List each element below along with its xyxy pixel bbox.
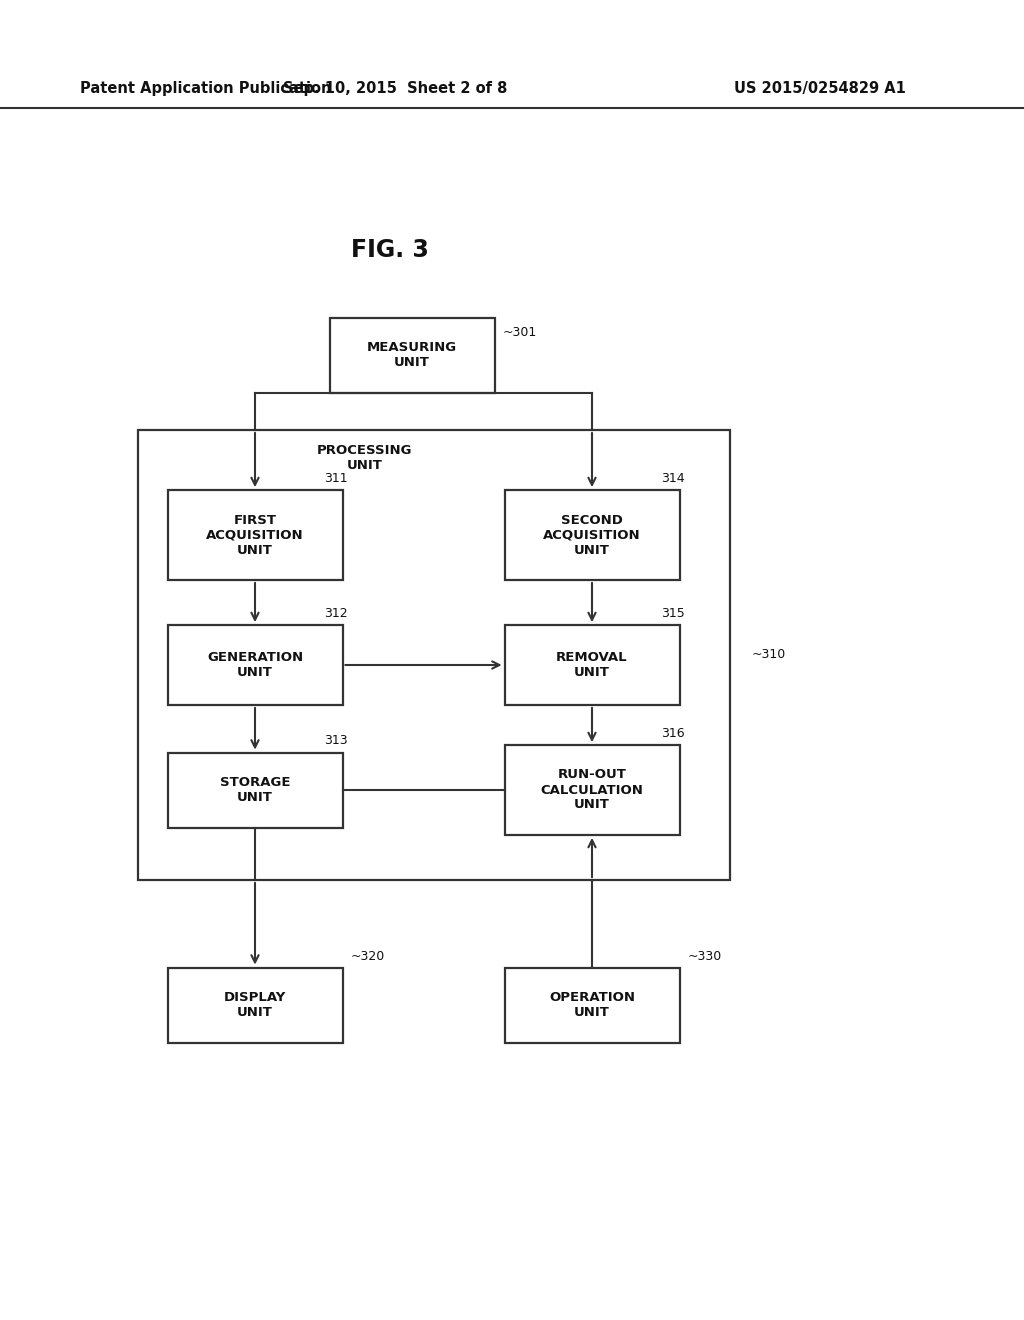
Bar <box>505 744 680 836</box>
Text: REMOVAL
UNIT: REMOVAL UNIT <box>556 651 628 678</box>
Bar <box>138 430 730 880</box>
Bar <box>168 968 342 1043</box>
Text: GENERATION
UNIT: GENERATION UNIT <box>207 651 303 678</box>
Bar <box>330 318 495 392</box>
Text: Sep. 10, 2015  Sheet 2 of 8: Sep. 10, 2015 Sheet 2 of 8 <box>283 81 507 95</box>
Text: FIRST
ACQUISITION
UNIT: FIRST ACQUISITION UNIT <box>206 513 304 557</box>
Text: US 2015/0254829 A1: US 2015/0254829 A1 <box>734 81 906 95</box>
Bar <box>168 490 342 579</box>
Text: 313: 313 <box>325 734 348 747</box>
Text: PROCESSING
UNIT: PROCESSING UNIT <box>316 444 413 473</box>
Text: FIG. 3: FIG. 3 <box>351 238 429 261</box>
Text: ~330: ~330 <box>687 949 722 962</box>
Text: 315: 315 <box>662 607 685 620</box>
Text: 312: 312 <box>325 607 348 620</box>
Text: 314: 314 <box>662 473 685 484</box>
Bar <box>505 624 680 705</box>
Bar <box>168 752 342 828</box>
Text: 311: 311 <box>325 473 348 484</box>
Text: SECOND
ACQUISITION
UNIT: SECOND ACQUISITION UNIT <box>543 513 641 557</box>
Text: ~320: ~320 <box>350 949 385 962</box>
Text: RUN-OUT
CALCULATION
UNIT: RUN-OUT CALCULATION UNIT <box>541 768 643 812</box>
Bar <box>505 490 680 579</box>
Text: DISPLAY
UNIT: DISPLAY UNIT <box>224 991 286 1019</box>
Text: ~310: ~310 <box>752 648 786 661</box>
Text: Patent Application Publication: Patent Application Publication <box>80 81 332 95</box>
Text: 316: 316 <box>662 727 685 741</box>
Text: OPERATION
UNIT: OPERATION UNIT <box>549 991 635 1019</box>
Text: STORAGE
UNIT: STORAGE UNIT <box>220 776 290 804</box>
Bar <box>505 968 680 1043</box>
Text: MEASURING
UNIT: MEASURING UNIT <box>367 341 457 370</box>
Bar <box>168 624 342 705</box>
Text: ~301: ~301 <box>503 326 537 338</box>
